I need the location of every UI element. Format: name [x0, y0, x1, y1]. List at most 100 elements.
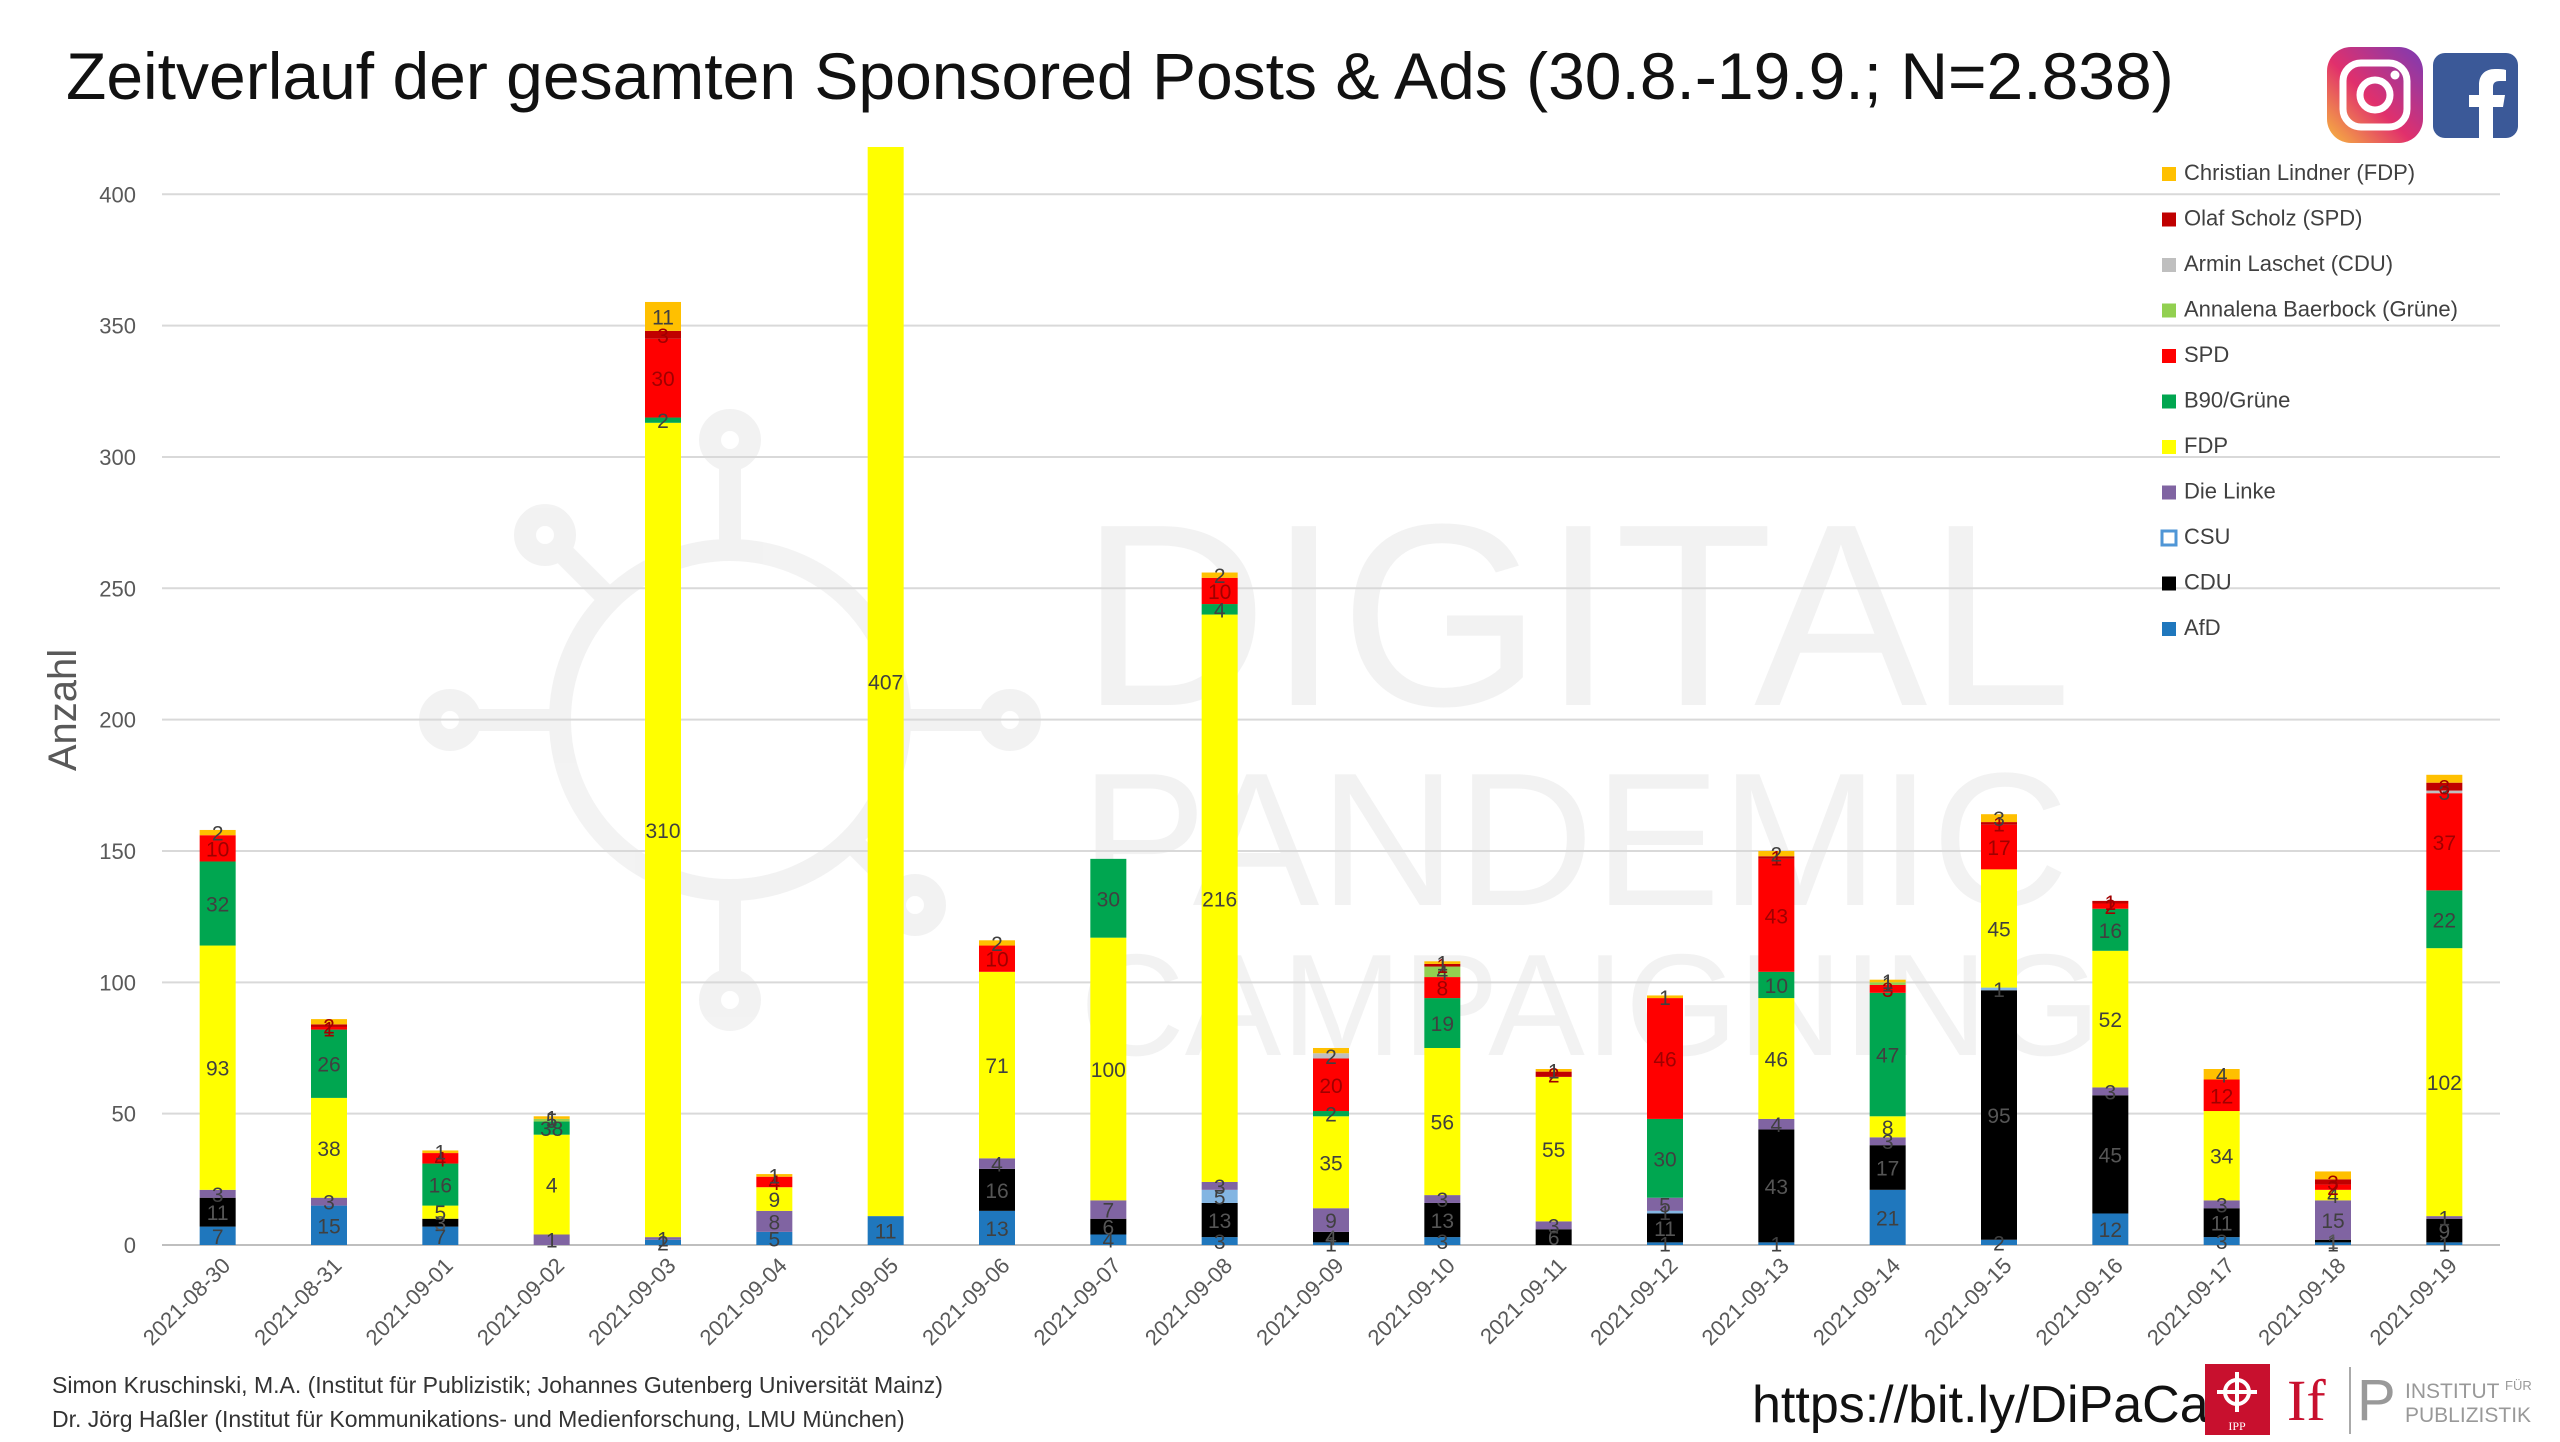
bar-segment	[2426, 774, 2463, 783]
data-label: 1	[323, 1018, 335, 1041]
bar-segment	[2203, 1237, 2240, 1245]
credit-line: Simon Kruschinski, M.A. (Institut für Pu…	[52, 1372, 943, 1398]
bar-segment	[1201, 1202, 1238, 1238]
data-label: 1	[1770, 1234, 1782, 1257]
bar-segment	[1201, 577, 1238, 605]
data-label: 2	[2104, 896, 2116, 919]
bar-segment	[1758, 1242, 1795, 1245]
legend-swatch	[2162, 485, 2176, 500]
bar-segment	[645, 422, 681, 1238]
x-tick-label: 2021-09-06	[917, 1253, 1014, 1350]
data-label: 13	[1431, 1210, 1454, 1233]
bar-segment	[2092, 908, 2129, 951]
bar-segment	[533, 1234, 570, 1245]
bar-segment	[311, 1026, 347, 1030]
project-link[interactable]: https://bit.ly/DiPaCa	[1752, 1376, 2209, 1434]
bar-segment	[2426, 790, 2463, 794]
bar-segment	[1201, 604, 1238, 615]
x-tick-label: 2021-08-31	[249, 1253, 346, 1350]
data-label: 1	[1659, 987, 1671, 1010]
bar-segment	[1090, 1200, 1127, 1219]
instagram-icon	[2327, 47, 2423, 143]
data-label: 4	[768, 1172, 780, 1195]
bar-segment	[311, 1197, 347, 1206]
data-label: 43	[1765, 905, 1788, 928]
bar-segment	[1313, 1047, 1349, 1054]
bar-segment	[1313, 1242, 1349, 1245]
data-label: 22	[2433, 909, 2456, 932]
institute-line2: PUBLIZISTIK	[2405, 1404, 2531, 1427]
x-tick-label: 2021-09-19	[2365, 1253, 2462, 1350]
data-label: 1	[1659, 1202, 1671, 1225]
bar-segment	[2426, 793, 2463, 891]
bar-segment	[645, 1239, 681, 1245]
data-label: 1	[1770, 848, 1782, 871]
bar-segment	[645, 417, 681, 423]
bar-segment	[2203, 1079, 2240, 1112]
bar-segment	[1981, 824, 2017, 870]
x-tick-label: 2021-09-03	[583, 1253, 680, 1350]
data-label: 9	[768, 1189, 780, 1212]
data-label: 20	[1319, 1075, 1342, 1098]
bar-segment	[2203, 1208, 2240, 1238]
bar-segment	[1647, 1213, 1683, 1243]
chart-title: Zeitverlauf der gesamten Sponsored Posts…	[66, 39, 2174, 113]
bar-segment	[867, 1216, 904, 1245]
data-label: 3	[1548, 1215, 1560, 1238]
bar-segment	[422, 1205, 459, 1219]
y-axis-label: Anzahl	[41, 649, 85, 771]
bar-segment	[645, 338, 681, 418]
bar-segment	[1647, 1242, 1683, 1245]
legend-label: Armin Laschet (CDU)	[2184, 251, 2393, 276]
x-tick-label: 2021-09-16	[2031, 1253, 2128, 1350]
bar-segment	[1647, 1118, 1683, 1198]
legend-swatch	[2162, 303, 2176, 318]
data-label: 46	[1653, 1048, 1676, 1071]
bar-segment	[1869, 1189, 1906, 1245]
data-label: 1	[1659, 1234, 1671, 1257]
data-label: 71	[985, 1055, 1008, 1078]
bar-segment	[1313, 1058, 1349, 1112]
credits: Simon Kruschinski, M.A. (Institut für Pu…	[52, 1368, 943, 1436]
y-tick-label: 50	[112, 1102, 136, 1127]
data-label: 4	[1325, 1227, 1337, 1250]
bar-segment	[1201, 1181, 1238, 1190]
data-label: 21	[1876, 1207, 1899, 1230]
data-label: 3	[2327, 1172, 2339, 1195]
data-label: 8	[1882, 1117, 1894, 1140]
bar-segment	[1313, 1116, 1349, 1209]
data-label: 1	[1548, 1060, 1560, 1083]
bar-segment	[867, 146, 904, 1217]
legend-swatch	[2162, 167, 2176, 181]
data-label: 6	[1548, 1227, 1560, 1250]
bar-segment	[979, 940, 1015, 946]
bar-segment	[1758, 1129, 1795, 1243]
data-label: 9	[2438, 1221, 2450, 1244]
bar-segment	[1869, 992, 1906, 1117]
data-label: 47	[1876, 1045, 1899, 1068]
bar-segment	[2315, 1239, 2351, 1243]
bar-segment	[2315, 1200, 2351, 1240]
legend: Christian Lindner (FDP) Olaf Scholz (SPD)…	[2160, 160, 2458, 640]
y-tick-label: 300	[99, 445, 136, 470]
data-label: 30	[1653, 1148, 1676, 1171]
data-label: 15	[317, 1215, 340, 1238]
bar-segment	[2426, 890, 2463, 949]
legend-swatch	[2162, 258, 2176, 272]
x-tick-label: 2021-09-13	[1697, 1253, 1794, 1350]
bar-segment	[1869, 1145, 1906, 1190]
bar-segment	[199, 945, 236, 1190]
data-label: 5	[1659, 1194, 1671, 1217]
bar-segment	[1424, 1195, 1461, 1203]
data-label: 95	[1987, 1105, 2010, 1128]
data-label: 5	[434, 1202, 446, 1225]
data-label: 1	[1993, 979, 2005, 1002]
bar-segment	[311, 1205, 347, 1245]
bar-segment	[1869, 1137, 1906, 1146]
data-label: 11	[2211, 1213, 2233, 1236]
data-label: 2	[1993, 1232, 2005, 1255]
bar-segment	[2426, 1216, 2463, 1219]
y-tick-label: 200	[99, 708, 136, 733]
data-label: 56	[1431, 1112, 1454, 1135]
bar-segment	[2315, 1242, 2351, 1245]
